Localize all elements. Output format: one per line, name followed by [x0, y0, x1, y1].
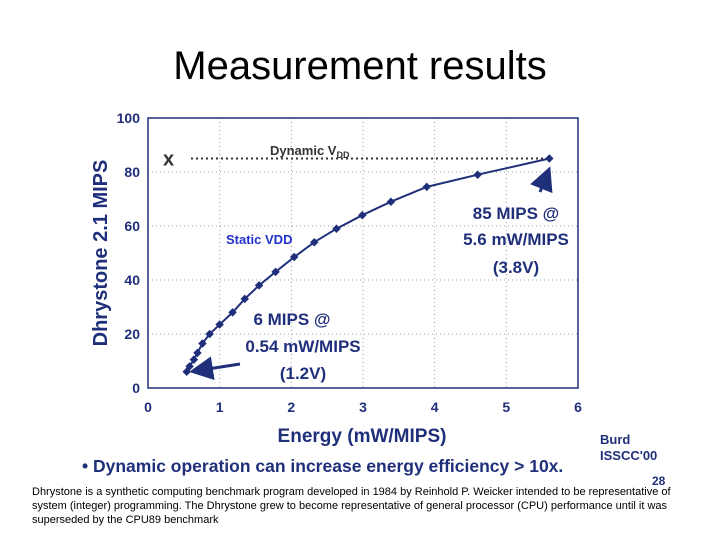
x-axis-label: Energy (mW/MIPS)	[278, 426, 447, 447]
bullet-point: • Dynamic operation can increase energy …	[82, 456, 564, 476]
data-point	[386, 197, 396, 206]
data-point	[473, 170, 482, 179]
low-point-arrow	[189, 356, 241, 381]
dynamic-x-mark: x	[163, 149, 174, 171]
data-point	[332, 224, 341, 233]
data-point	[422, 182, 432, 192]
data-point	[310, 237, 319, 247]
x-tick-labels: 0 1 2 3 4 5 6	[144, 399, 582, 415]
data-point	[193, 348, 202, 358]
grid	[148, 118, 578, 388]
data-point	[271, 267, 280, 277]
data-point	[198, 339, 207, 348]
low-point-line3: (1.2V)	[280, 364, 326, 383]
citation: Burd ISSCC'00	[600, 432, 657, 464]
y-tick-label: 20	[124, 326, 140, 342]
x-tick-label: 4	[431, 399, 439, 415]
x-tick-label: 3	[359, 399, 367, 415]
data-point	[205, 329, 214, 339]
data-point	[240, 294, 249, 304]
y-axis-label: Dhrystone 2.1 MIPS	[90, 160, 112, 347]
x-tick-label: 1	[216, 399, 224, 415]
y-tick-label: 80	[124, 164, 140, 180]
low-point-line1: 6 MIPS @	[253, 310, 330, 329]
data-point	[358, 210, 367, 220]
x-tick-label: 5	[502, 399, 510, 415]
data-point	[254, 281, 264, 290]
x-tick-label: 2	[287, 399, 295, 415]
citation-author: Burd	[600, 432, 631, 447]
page-number: 28	[652, 474, 666, 488]
x-tick-label: 6	[574, 399, 582, 415]
low-point-annotation: 6 MIPS @ 0.54 mW/MIPS (1.2V)	[245, 310, 360, 383]
y-tick-labels: 0 20 40 60 80 100	[117, 110, 141, 396]
slide-title: Measurement results	[173, 44, 547, 88]
high-point-annotation: 85 MIPS @ 5.6 mW/MIPS (3.8V)	[463, 204, 569, 277]
static-vdd-label-text: Static VDD	[226, 232, 292, 247]
y-tick-label: 60	[124, 218, 140, 234]
x-tick-label: 0	[144, 399, 152, 415]
caption: Dhrystone is a synthetic computing bench…	[32, 485, 692, 527]
y-tick-label: 100	[117, 110, 141, 126]
high-point-line1: 85 MIPS @	[473, 204, 560, 223]
dynamic-vdd-label: Dynamic VDD	[270, 143, 350, 160]
dynamic-vdd-label-text: Dynamic V	[270, 143, 337, 158]
dynamic-vdd-label-sub: DD	[336, 150, 349, 160]
citation-venue: ISSCC'00	[600, 448, 658, 463]
y-tick-label: 40	[124, 272, 140, 288]
data-point	[228, 308, 237, 317]
static-vdd-label: Static VDD	[226, 232, 292, 247]
high-point-line3: (3.8V)	[493, 258, 539, 277]
high-point-arrow	[530, 166, 553, 194]
data-point	[545, 154, 554, 163]
high-point-line2: 5.6 mW/MIPS	[463, 230, 569, 249]
plot-frame	[147, 117, 579, 389]
y-tick-label: 0	[132, 380, 140, 396]
low-point-line2: 0.54 mW/MIPS	[245, 337, 360, 356]
data-point	[215, 320, 224, 329]
